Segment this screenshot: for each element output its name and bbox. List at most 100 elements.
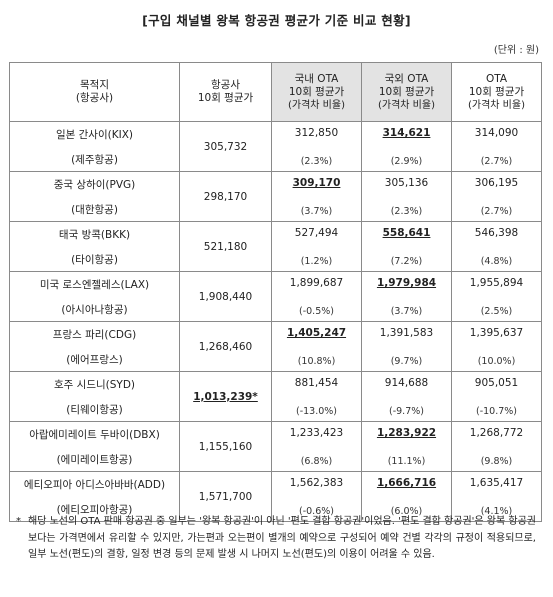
airline-name: (타이항공) [71, 254, 118, 266]
header-foreign-line2: 10회 평균가 [378, 85, 435, 98]
foreign-ota-cell: 314,621 (2.9%) [361, 121, 452, 172]
destination-cell: 중국 상하이(PVG) (대한항공) [9, 171, 180, 222]
domestic-price: 1,405,247 [286, 327, 347, 339]
header-foreign-ota: 국외 OTA 10회 평균가 (가격차 비율) [361, 62, 452, 122]
header-ota-line1: OTA [485, 72, 508, 85]
table-row: 중국 상하이(PVG) (대한항공) 298,170 309,170 (3.7%) 305… [9, 171, 542, 222]
destination-name: 일본 간사이(KIX) [55, 129, 133, 141]
airline-price: 521,180 [203, 240, 248, 253]
ota-price: 306,195 [474, 177, 519, 189]
ota-pct: (-10.7%) [475, 406, 518, 417]
destination-name: 중국 상하이(PVG) [53, 179, 136, 191]
foreign-price: 305,136 [384, 177, 429, 189]
header-foreign-line1: 국외 OTA [384, 72, 429, 85]
domestic-ota-cell: 881,454 (-13.0%) [271, 371, 362, 422]
domestic-pct: (1.2%) [300, 256, 333, 267]
ota-price: 1,635,417 [469, 477, 524, 489]
ota-pct: (4.1%) [480, 506, 513, 517]
destination-cell: 프랑스 파리(CDG) (에어프랑스) [9, 321, 180, 372]
table-row: 호주 시드니(SYD) (티웨이항공) 1,013,239* 881,454 (-13.… [9, 371, 542, 422]
header-domestic-line1: 국내 OTA [294, 72, 339, 85]
airline-price-cell: 1,571,700 [179, 471, 272, 522]
domestic-pct: (2.3%) [300, 156, 333, 167]
header-airline: 항공사 10회 평균가 [179, 62, 272, 122]
domestic-price: 881,454 [294, 377, 339, 389]
ota-price: 314,090 [474, 127, 519, 139]
foreign-ota-cell: 1,391,583 (9.7%) [361, 321, 452, 372]
domestic-ota-cell: 1,562,383 (-0.6%) [271, 471, 362, 522]
airline-name: (에티오피아항공) [56, 504, 133, 516]
airline-price-cell: 1,908,440 [179, 271, 272, 322]
foreign-ota-cell: 305,136 (2.3%) [361, 171, 452, 222]
domestic-pct: (3.7%) [300, 206, 333, 217]
page-title: [구입 채널별 왕복 항공권 평균가 기준 비교 현황] [142, 13, 411, 28]
destination-cell: 일본 간사이(KIX) (제주항공) [9, 121, 180, 172]
domestic-ota-cell: 527,494 (1.2%) [271, 221, 362, 272]
destination-name: 프랑스 파리(CDG) [52, 329, 137, 341]
airline-price: 1,268,460 [198, 340, 253, 353]
airline-price: 305,732 [203, 140, 248, 153]
table-row: 프랑스 파리(CDG) (에어프랑스) 1,268,460 1,405,247 (10.… [9, 321, 542, 372]
airline-name: (대한항공) [71, 204, 118, 216]
header-destination-line2: (항공사) [75, 92, 114, 104]
domestic-ota-cell: 309,170 (3.7%) [271, 171, 362, 222]
destination-name: 미국 로스엔젤레스(LAX) [39, 279, 150, 291]
foreign-ota-cell: 1,979,984 (3.7%) [361, 271, 452, 322]
domestic-ota-cell: 1,405,247 (10.8%) [271, 321, 362, 372]
ota-cell: 1,268,772 (9.8%) [451, 421, 542, 472]
foreign-price: 1,283,922 [376, 427, 437, 439]
ota-price: 546,398 [474, 227, 519, 239]
foreign-pct: (11.1%) [387, 456, 426, 467]
ota-cell: 314,090 (2.7%) [451, 121, 542, 172]
ota-pct: (2.7%) [480, 156, 513, 167]
airline-price-cell: 1,013,239* [179, 371, 272, 422]
ota-pct: (4.8%) [480, 256, 513, 267]
airline-price-cell: 298,170 [179, 171, 272, 222]
domestic-price: 309,170 [292, 177, 341, 189]
domestic-ota-cell: 1,233,423 (6.8%) [271, 421, 362, 472]
header-row: 목적지 (항공사) 항공사 10회 평균가 국내 OTA 10회 평균가 (가격… [9, 62, 542, 122]
domestic-pct: (-0.5%) [299, 306, 334, 317]
airline-name: (에미레이트항공) [56, 454, 133, 466]
airline-price: 1,571,700 [198, 490, 253, 503]
ota-price: 1,395,637 [469, 327, 524, 339]
header-ota-line3: (가격차 비율) [468, 99, 525, 111]
ota-cell: 306,195 (2.7%) [451, 171, 542, 222]
airline-price-cell: 1,268,460 [179, 321, 272, 372]
foreign-pct: (2.9%) [390, 156, 423, 167]
domestic-price: 312,850 [294, 127, 339, 139]
destination-name: 아랍에미레이트 두바이(DBX) [29, 429, 160, 441]
foreign-price: 558,641 [382, 227, 431, 239]
table-row: 에티오피아 아디스아바바(ADD) (에티오피아항공) 1,571,700 1,562… [9, 471, 542, 522]
ota-cell: 1,395,637 (10.0%) [451, 321, 542, 372]
header-domestic-ota: 국내 OTA 10회 평균가 (가격차 비율) [271, 62, 362, 122]
foreign-pct: (3.7%) [390, 306, 423, 317]
destination-cell: 아랍에미레이트 두바이(DBX) (에미레이트항공) [9, 421, 180, 472]
airline-price: 298,170 [203, 190, 248, 203]
table-row: 미국 로스엔젤레스(LAX) (아시아나항공) 1,908,440 1,899,687… [9, 271, 542, 322]
table-row: 태국 방콕(BKK) (타이항공) 521,180 527,494 (1.2%) 558,… [9, 221, 542, 272]
domestic-pct: (-13.0%) [295, 406, 338, 417]
header-ota-line2: 10회 평균가 [468, 85, 525, 98]
foreign-pct: (7.2%) [390, 256, 423, 267]
header-airline-line1: 항공사 [211, 79, 240, 91]
foreign-price: 1,979,984 [376, 277, 437, 289]
destination-name: 에티오피아 아디스아바바(ADD) [23, 479, 166, 491]
airline-price-cell: 305,732 [179, 121, 272, 172]
destination-cell: 태국 방콕(BKK) (타이항공) [9, 221, 180, 272]
footnote-mark: * [16, 516, 21, 527]
airline-name: (티웨이항공) [66, 404, 123, 416]
airline-price-cell: 521,180 [179, 221, 272, 272]
domestic-price: 527,494 [294, 227, 339, 239]
airline-price: 1,155,160 [198, 440, 253, 453]
airline-price: 1,013,239* [193, 390, 258, 403]
header-destination-line1: 목적지 [80, 79, 109, 91]
ota-cell: 1,635,417 (4.1%) [451, 471, 542, 522]
table-row: 아랍에미레이트 두바이(DBX) (에미레이트항공) 1,155,160 1,233,… [9, 421, 542, 472]
foreign-ota-cell: 1,666,716 (6.0%) [361, 471, 452, 522]
ota-cell: 905,051 (-10.7%) [451, 371, 542, 422]
airline-name: (에어프랑스) [66, 354, 123, 366]
unit-label: (단위 : 원) [493, 45, 539, 56]
ota-cell: 546,398 (4.8%) [451, 221, 542, 272]
foreign-pct: (-9.7%) [389, 406, 424, 417]
